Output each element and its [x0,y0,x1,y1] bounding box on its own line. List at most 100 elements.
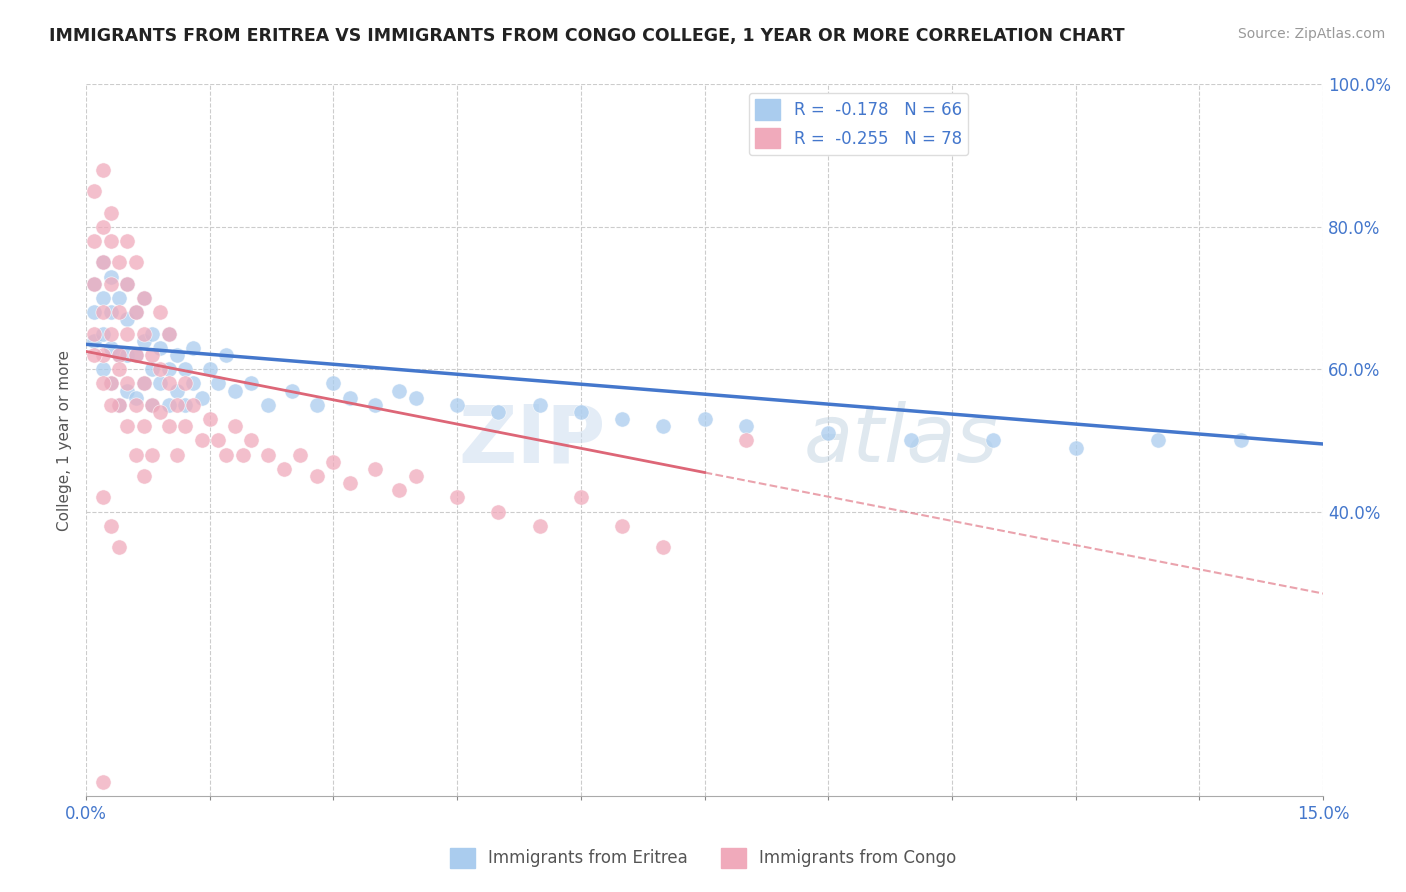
Point [388,483,411,498]
Point [290,448,312,462]
Point [652,541,675,555]
Point [91,775,114,789]
Y-axis label: College, 1 year or more: College, 1 year or more [58,350,72,531]
Point [569,491,592,505]
Point [157,362,180,376]
Point [117,326,139,341]
Point [224,384,246,398]
Point [91,376,114,391]
Point [83,234,105,248]
Point [817,426,839,441]
Point [181,398,204,412]
Legend: R =  -0.178   N = 66, R =  -0.255   N = 78: R = -0.178 N = 66, R = -0.255 N = 78 [748,93,969,155]
Point [132,334,155,348]
Point [117,312,139,326]
Point [117,234,139,248]
Point [281,384,304,398]
Point [157,398,180,412]
Point [108,541,131,555]
Point [141,398,163,412]
Text: Source: ZipAtlas.com: Source: ZipAtlas.com [1237,27,1385,41]
Point [108,291,131,305]
Point [1147,434,1170,448]
Point [132,291,155,305]
Point [364,398,387,412]
Point [91,362,114,376]
Point [108,348,131,362]
Point [149,305,172,319]
Point [174,419,197,434]
Point [91,291,114,305]
Point [100,234,122,248]
Point [174,376,197,391]
Point [240,376,263,391]
Point [446,491,468,505]
Point [132,419,155,434]
Point [405,469,427,483]
Point [141,326,163,341]
Point [149,376,172,391]
Point [166,348,188,362]
Point [322,455,344,469]
Point [141,348,163,362]
Point [305,398,328,412]
Point [100,341,122,355]
Point [100,376,122,391]
Point [83,305,105,319]
Point [232,448,254,462]
Legend: Immigrants from Eritrea, Immigrants from Congo: Immigrants from Eritrea, Immigrants from… [443,841,963,875]
Point [446,398,468,412]
Point [91,305,114,319]
Point [529,398,551,412]
Point [364,462,387,476]
Point [157,376,180,391]
Point [83,326,105,341]
Point [124,348,146,362]
Point [981,434,1004,448]
Point [132,469,155,483]
Point [190,391,212,405]
Point [734,419,756,434]
Point [83,277,105,291]
Point [388,384,411,398]
Point [734,434,756,448]
Point [83,184,105,198]
Point [108,305,131,319]
Point [529,519,551,533]
Point [83,277,105,291]
Point [181,376,204,391]
Point [83,334,105,348]
Point [124,305,146,319]
Point [1229,434,1251,448]
Point [157,326,180,341]
Point [100,376,122,391]
Point [149,341,172,355]
Point [117,384,139,398]
Point [240,434,263,448]
Point [132,326,155,341]
Point [91,219,114,234]
Point [322,376,344,391]
Point [124,448,146,462]
Point [100,326,122,341]
Point [100,277,122,291]
Point [149,405,172,419]
Point [91,255,114,269]
Point [100,398,122,412]
Point [305,469,328,483]
Point [166,384,188,398]
Point [91,348,114,362]
Point [174,362,197,376]
Point [100,519,122,533]
Point [900,434,922,448]
Text: ZIP: ZIP [458,401,606,479]
Point [1064,441,1087,455]
Point [190,434,212,448]
Point [198,412,221,426]
Point [100,269,122,284]
Point [91,491,114,505]
Point [117,277,139,291]
Point [132,376,155,391]
Point [339,391,361,405]
Point [124,255,146,269]
